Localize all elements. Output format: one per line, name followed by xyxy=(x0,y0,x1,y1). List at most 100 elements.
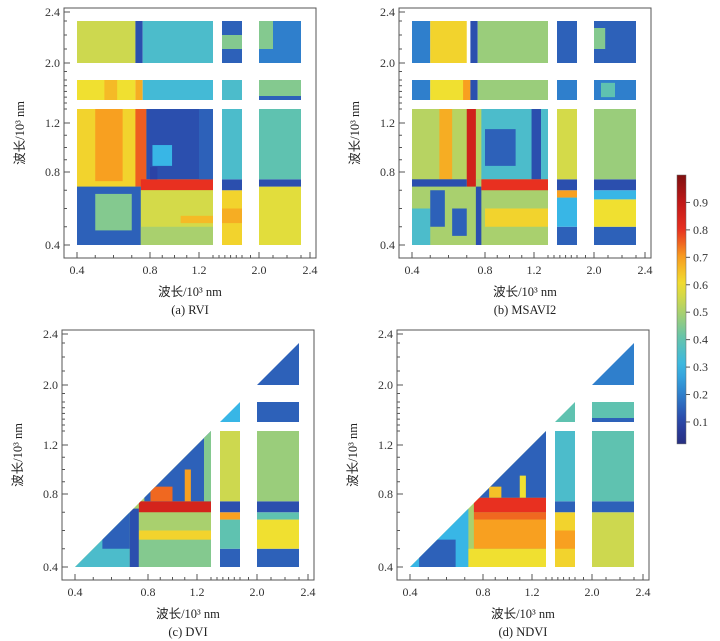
heatmap-cell xyxy=(140,179,213,191)
heatmap-cell xyxy=(220,548,240,567)
heatmap-cell xyxy=(412,21,431,63)
heatmap-cell xyxy=(184,469,191,502)
heatmap-cell xyxy=(485,129,516,166)
heatmap-cell xyxy=(412,179,467,187)
x-tick-label: 2.4 xyxy=(303,263,318,277)
y-tick-label: 0.4 xyxy=(45,238,60,252)
heatmap-cell xyxy=(470,80,478,100)
heatmap-cell xyxy=(473,519,546,549)
heatmap-cell xyxy=(594,179,636,191)
y-tick-label: 1.2 xyxy=(380,116,395,130)
y-tick-label: 2.4 xyxy=(380,5,395,19)
y-tick-label: 2.4 xyxy=(378,327,393,341)
heatmap-cell xyxy=(468,548,546,567)
plot-frame xyxy=(61,329,315,581)
heatmap-cell xyxy=(485,208,548,227)
heatmap-cell xyxy=(222,208,242,224)
heatmap-cell xyxy=(473,497,546,513)
heatmap-cell xyxy=(259,179,301,187)
heatmap-panel: 0.4 0.8 1.2 2.0 2.4 0.4 0.8 1.2 2.0 2.4 波长/10³ nm 波… xyxy=(11,327,316,639)
x-axis-label: 波长/10³ nm xyxy=(158,285,222,299)
heatmap-cell xyxy=(135,80,143,100)
colorbar-tick-label: 0.3 xyxy=(693,360,708,374)
colorbar-tick-label: 0.8 xyxy=(693,223,708,237)
y-tick-label: 2.0 xyxy=(45,56,60,70)
heatmap-cell xyxy=(477,80,548,100)
x-tick-label: 1.2 xyxy=(527,263,542,277)
heatmap-cell xyxy=(257,501,299,513)
panel-caption: (a) RVI xyxy=(171,303,209,317)
heatmap-cell xyxy=(222,80,242,100)
panel-caption: (c) DVI xyxy=(168,625,207,639)
y-tick-label: 0.4 xyxy=(378,560,393,574)
heatmap-cell xyxy=(104,80,118,100)
x-tick-label: 1.2 xyxy=(192,263,207,277)
y-tick-label: 2.0 xyxy=(380,56,395,70)
x-axis-label: 波长/10³ nm xyxy=(493,285,557,299)
y-tick-label: 2.4 xyxy=(43,327,58,341)
heatmap-cell xyxy=(257,512,299,520)
y-axis-label: 波长/10³ nm xyxy=(13,101,27,165)
heatmap-cell xyxy=(220,512,240,520)
y-tick-label: 1.2 xyxy=(378,438,393,452)
heatmap-cell xyxy=(594,190,636,200)
heatmap-cell xyxy=(557,21,577,63)
heatmap-cell xyxy=(259,109,301,180)
y-tick-label: 0.8 xyxy=(380,165,395,179)
heatmap-cell xyxy=(430,21,467,63)
heatmap-cell xyxy=(412,208,431,245)
panel-caption: (b) MSAVI2 xyxy=(494,303,557,317)
x-axis-label: 波长/10³ nm xyxy=(491,607,555,621)
heatmap-panel: 0.4 0.8 1.2 2.0 2.4 0.4 0.8 1.2 2.0 2.4 波长/10³ nm 波… xyxy=(348,5,653,317)
x-tick-label: 2.0 xyxy=(587,263,602,277)
plot-frame xyxy=(63,7,317,259)
heatmap-cell xyxy=(430,190,445,227)
heatmap-cell xyxy=(129,508,139,567)
heatmap-cell xyxy=(594,226,636,245)
heatmap-cells xyxy=(410,343,634,567)
heatmap-cell xyxy=(257,519,299,549)
heatmap-cell xyxy=(592,402,634,422)
heatmap-cell xyxy=(592,343,634,385)
x-tick-label: 0.4 xyxy=(70,263,85,277)
heatmap-cell xyxy=(594,28,606,49)
heatmap-cell xyxy=(592,418,634,422)
x-axis-label: 波长/10³ nm xyxy=(156,607,220,621)
colorbar-tick-label: 0.1 xyxy=(693,415,708,429)
y-tick-label: 1.2 xyxy=(43,438,58,452)
heatmap-cell xyxy=(152,145,173,166)
heatmap-cell xyxy=(419,539,456,567)
heatmap-cell xyxy=(102,512,130,549)
heatmap-cell xyxy=(531,109,541,180)
heatmap-cell xyxy=(257,402,299,422)
x-tick-label: 2.4 xyxy=(638,263,653,277)
heatmap-cells xyxy=(77,21,301,245)
heatmap-cell xyxy=(555,402,575,422)
heatmap-cell xyxy=(150,486,173,502)
heatmap-cell xyxy=(259,96,301,100)
heatmap-cell xyxy=(150,167,158,180)
heatmap-cell xyxy=(477,21,548,63)
heatmap-cell xyxy=(257,548,299,567)
heatmap-cell xyxy=(140,226,213,245)
colorbar-tick-label: 0.9 xyxy=(693,195,708,209)
heatmap-cells xyxy=(75,343,299,567)
heatmap-cell xyxy=(481,179,548,191)
heatmap-cell xyxy=(199,109,213,180)
y-tick-label: 0.8 xyxy=(43,487,58,501)
y-tick-label: 2.0 xyxy=(378,378,393,392)
heatmap-cell xyxy=(594,199,636,227)
heatmap-cell xyxy=(557,179,577,191)
x-tick-label: 2.0 xyxy=(250,585,265,599)
heatmap-cell xyxy=(138,501,211,513)
heatmap-cell xyxy=(220,431,240,502)
heatmap-cell xyxy=(463,80,471,100)
colorbar-tick-label: 0.2 xyxy=(693,388,708,402)
x-tick-label: 2.0 xyxy=(252,263,267,277)
heatmap-cell xyxy=(452,208,467,236)
heatmap-cell xyxy=(412,80,431,100)
colorbar-tick-label: 0.4 xyxy=(693,333,708,347)
y-axis-label: 波长/10³ nm xyxy=(348,101,362,165)
heatmap-cell xyxy=(475,186,482,245)
